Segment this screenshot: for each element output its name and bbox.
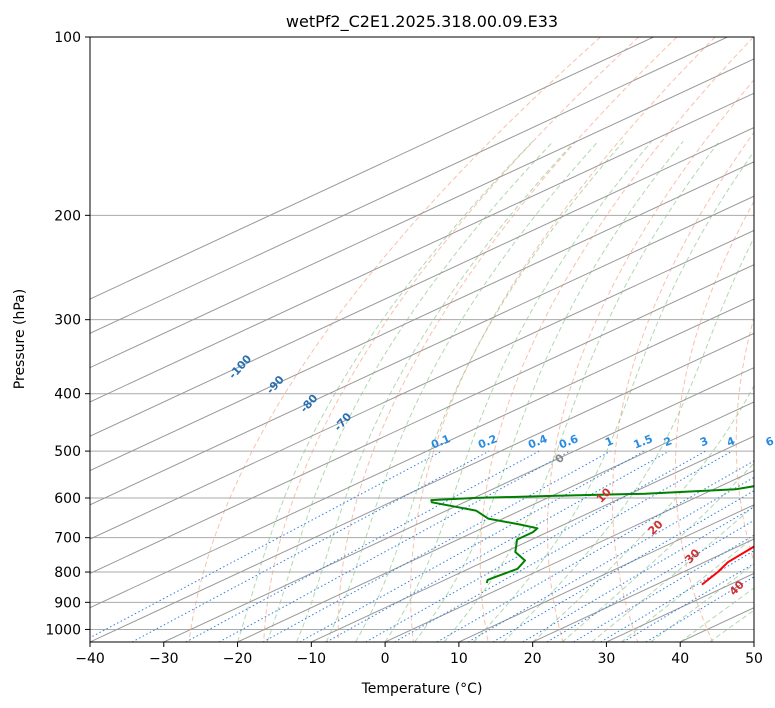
isotherm-line: [458, 504, 754, 642]
dry-adiabat-line: [735, 315, 754, 564]
background-lines: [90, 37, 754, 642]
x-axis-label: Temperature (°C): [361, 681, 483, 697]
x-tick-label: 50: [745, 651, 763, 667]
mixing-ratio-label: 6: [764, 434, 775, 449]
dry-adiabat-line: [188, 37, 601, 642]
dry-adiabat-line: [337, 37, 678, 642]
x-tick-label: 40: [671, 651, 689, 667]
y-tick-label: 600: [54, 491, 81, 507]
y-tick-label: 800: [54, 565, 81, 581]
isotherm-line: [90, 161, 754, 472]
isotherm-line: [90, 58, 754, 369]
y-axis-label: Pressure (hPa): [12, 289, 28, 389]
isotherm-line: [90, 37, 654, 300]
isotherm-line: [90, 264, 754, 574]
x-tick-label: −10: [297, 651, 327, 667]
isotherm-line: [384, 469, 754, 642]
mixing-ratio-label: 2: [662, 434, 674, 449]
y-tick-label: 1000: [45, 622, 81, 638]
isotherm-line: [90, 229, 754, 540]
isotherm-line: [311, 435, 754, 642]
isotherm-line: [90, 126, 754, 437]
dewpoint-line: [430, 485, 754, 584]
plot-area: [90, 37, 754, 642]
mixing-ratio-line: [436, 460, 754, 642]
mixing-ratio-label: 3: [698, 434, 710, 449]
y-tick-label: 200: [54, 208, 81, 224]
axis-ticks: −40 −30 −20 −10 0 10 20 30 40 50 100 200 300 400 500 60…: [45, 30, 763, 667]
isotherm-line: [90, 37, 728, 334]
dry-adiabat-line: [674, 200, 754, 642]
y-tick-label: 300: [54, 313, 81, 329]
mixing-ratio-line: [394, 450, 733, 642]
x-tick-label: −40: [75, 651, 105, 667]
isotherm-line: [163, 367, 754, 642]
plot-frame: [89, 36, 755, 643]
x-tick-label: 30: [598, 651, 616, 667]
isotherm-line: [90, 92, 754, 403]
x-tick-label: 0: [381, 651, 390, 667]
mixing-ratio-line: [185, 450, 540, 642]
x-tick-label: 10: [450, 651, 468, 667]
y-tick-label: 700: [54, 531, 81, 547]
mixing-ratio-line: [218, 450, 571, 642]
mixing-ratio-line: [365, 450, 706, 642]
dry-adiabat-line: [547, 79, 754, 642]
mixing-ratio-line: [299, 450, 645, 642]
x-tick-label: 20: [524, 651, 542, 667]
isotherm-line: [90, 332, 754, 642]
data-lines: [430, 485, 754, 586]
isotherm-line: [532, 538, 754, 642]
y-tick-label: 400: [54, 387, 81, 403]
mixing-ratio-label: 1: [603, 434, 615, 449]
mixing-ratio-line: [131, 450, 490, 642]
isotherm-line: [90, 195, 754, 506]
x-tick-label: −20: [223, 651, 253, 667]
isotherm-line: [237, 401, 754, 642]
dry-adiabat-line: [479, 37, 754, 642]
isotherm-line: [90, 298, 754, 609]
mixing-ratio-line: [326, 450, 670, 642]
mixing-ratio-line: [522, 506, 754, 642]
chart-title: wetPf2_C2E1.2025.318.00.09.E33: [286, 12, 558, 32]
y-tick-label: 900: [54, 595, 81, 611]
mixing-ratio-line: [546, 519, 754, 642]
y-tick-label: 100: [54, 30, 81, 46]
dry-adiabat-line: [263, 37, 640, 642]
x-tick-label: −30: [149, 651, 179, 667]
y-tick-label: 500: [54, 444, 81, 460]
